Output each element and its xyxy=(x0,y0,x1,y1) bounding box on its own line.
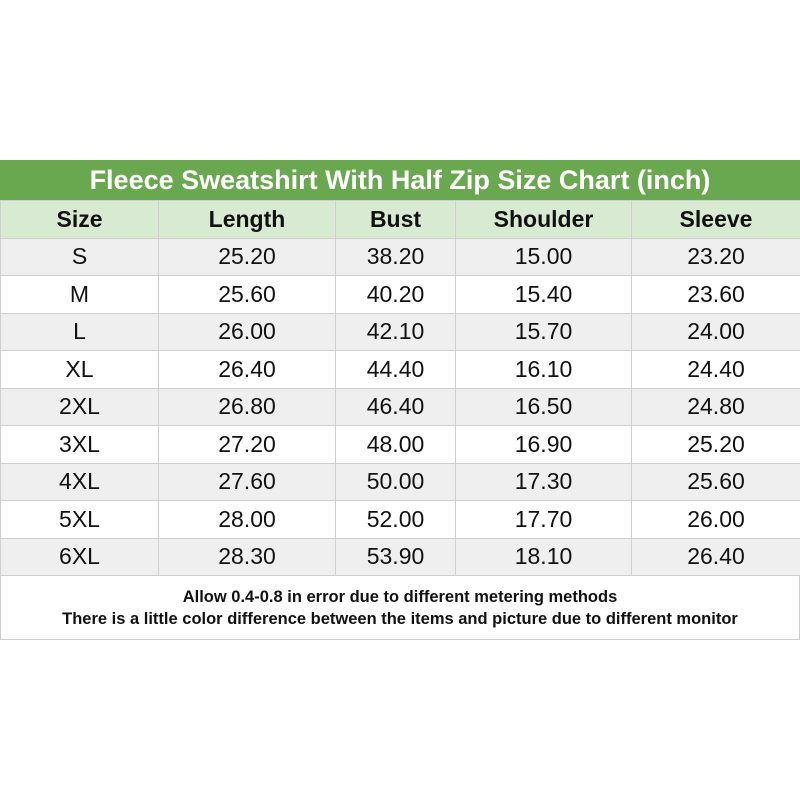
table-cell: 28.00 xyxy=(158,500,336,539)
column-header: Sleeve xyxy=(631,200,800,239)
table-cell: 24.80 xyxy=(631,387,800,426)
table-cell: 16.10 xyxy=(455,350,632,389)
table-cell: 52.00 xyxy=(335,500,456,539)
table-cell: 25.20 xyxy=(631,425,800,464)
table-cell: 16.90 xyxy=(455,425,632,464)
table-row: S 25.20 38.20 15.00 23.20 xyxy=(0,237,800,276)
table-cell: 50.00 xyxy=(335,462,456,501)
note-error: Allow 0.4-0.8 in error due to different … xyxy=(182,587,618,606)
table-cell: 28.30 xyxy=(158,537,336,576)
note-color: There is a little color difference betwe… xyxy=(62,609,738,628)
table-cell: S xyxy=(0,237,159,276)
table-cell: 15.70 xyxy=(455,312,632,351)
table-cell: 17.30 xyxy=(455,462,632,501)
column-header: Size xyxy=(0,200,159,239)
table-cell: 26.00 xyxy=(158,312,336,351)
table-cell: 26.40 xyxy=(158,350,336,389)
table-cell: 26.40 xyxy=(631,537,800,576)
table-row: 3XL 27.20 48.00 16.90 25.20 xyxy=(0,425,800,464)
table-cell: 48.00 xyxy=(335,425,456,464)
table-cell: 2XL xyxy=(0,387,159,426)
table-cell: 42.10 xyxy=(335,312,456,351)
table-cell: 53.90 xyxy=(335,537,456,576)
table-cell: L xyxy=(0,312,159,351)
table-row: XL 26.40 44.40 16.10 24.40 xyxy=(0,350,800,389)
table-cell: 18.10 xyxy=(455,537,632,576)
size-chart: Fleece Sweatshirt With Half Zip Size Cha… xyxy=(0,160,800,640)
table-cell: 6XL xyxy=(0,537,159,576)
table-cell: 25.60 xyxy=(631,462,800,501)
table-row: M 25.60 40.20 15.40 23.60 xyxy=(0,275,800,314)
table-cell: 4XL xyxy=(0,462,159,501)
table-cell: 24.40 xyxy=(631,350,800,389)
table-cell: 24.00 xyxy=(631,312,800,351)
column-header: Shoulder xyxy=(455,200,632,239)
table-cell: 26.80 xyxy=(158,387,336,426)
table-row: L 26.00 42.10 15.70 24.00 xyxy=(0,312,800,351)
table-cell: 5XL xyxy=(0,500,159,539)
table-cell: 17.70 xyxy=(455,500,632,539)
table-cell: 27.60 xyxy=(158,462,336,501)
column-header: Length xyxy=(158,200,336,239)
table-cell: 25.60 xyxy=(158,275,336,314)
chart-title: Fleece Sweatshirt With Half Zip Size Cha… xyxy=(0,160,800,200)
table-cell: 23.20 xyxy=(631,237,800,276)
table-cell: 3XL xyxy=(0,425,159,464)
table-cell: 40.20 xyxy=(335,275,456,314)
table-cell: 44.40 xyxy=(335,350,456,389)
notes: Allow 0.4-0.8 in error due to different … xyxy=(0,576,800,640)
table-cell: 16.50 xyxy=(455,387,632,426)
table-row: 4XL 27.60 50.00 17.30 25.60 xyxy=(0,462,800,501)
size-table: Size Length Bust Shoulder Sleeve S 25.20 38.20… xyxy=(0,200,800,576)
column-header: Bust xyxy=(335,200,456,239)
table-row: 2XL 26.80 46.40 16.50 24.80 xyxy=(0,387,800,426)
table-cell: 38.20 xyxy=(335,237,456,276)
table-cell: 23.60 xyxy=(631,275,800,314)
table-cell: 46.40 xyxy=(335,387,456,426)
table-row: 5XL 28.00 52.00 17.70 26.00 xyxy=(0,500,800,539)
table-cell: 27.20 xyxy=(158,425,336,464)
table-row: 6XL 28.30 53.90 18.10 26.40 xyxy=(0,537,800,576)
table-cell: 15.40 xyxy=(455,275,632,314)
table-cell: XL xyxy=(0,350,159,389)
table-cell: 26.00 xyxy=(631,500,800,539)
table-cell: 15.00 xyxy=(455,237,632,276)
table-cell: M xyxy=(0,275,159,314)
header-row: Size Length Bust Shoulder Sleeve xyxy=(0,200,800,239)
table-cell: 25.20 xyxy=(158,237,336,276)
